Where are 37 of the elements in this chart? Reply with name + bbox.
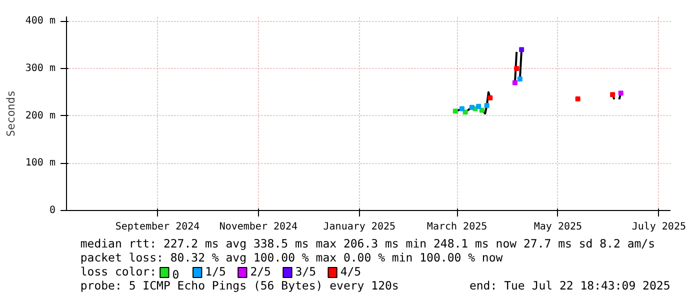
- y-axis-title: Seconds: [4, 90, 18, 137]
- y-tick-label: 400 m: [25, 16, 56, 27]
- text: end: Tue Jul 22 18:43:09 2025: [469, 278, 670, 292]
- x-tick-label: September 2024: [115, 222, 200, 232]
- point: [517, 76, 522, 82]
- x-tick-label: July 2025: [632, 222, 686, 232]
- point: [484, 102, 490, 108]
- x-tick-label: November 2024: [219, 222, 298, 232]
- y-tick-label: 0: [49, 205, 56, 216]
- y-tick-label: 200 m: [25, 110, 56, 122]
- point: [610, 92, 616, 98]
- legend-label: 1/5: [205, 264, 226, 278]
- y-tick-label: 100 m: [25, 158, 56, 169]
- text: median rtt: 227.2 ms avg 338.5 ms max 206.3 ms min 248.1 ms now 27.7 ms sd 8.2 am/s: [80, 236, 656, 250]
- point: [512, 80, 518, 86]
- text: packet loss: 80.32 % avg 100.00 % max 0.00 % min 100.00 % now: [80, 250, 503, 264]
- legend-label: 3/5: [295, 264, 316, 278]
- legend-label: 4/5: [340, 264, 362, 278]
- point: [618, 90, 624, 96]
- point: [476, 104, 482, 109]
- point: [514, 66, 520, 72]
- point: [575, 96, 580, 102]
- point: [459, 106, 464, 112]
- point: [519, 47, 524, 52]
- x-tick-label: May 2025: [534, 222, 582, 232]
- point: [469, 104, 474, 110]
- legend-label: 0: [172, 268, 180, 282]
- point: [452, 108, 458, 114]
- x-tick-label: January 2025: [323, 222, 396, 232]
- text: probe: 5 ICMP Echo Pings (56 Bytes) every 120s: [80, 278, 399, 292]
- y-tick-label: 300 m: [25, 63, 56, 74]
- point: [462, 110, 468, 115]
- point: [488, 95, 493, 100]
- point: [479, 108, 484, 113]
- legend-label: 2/5: [250, 264, 271, 278]
- x-tick-label: March 2025: [426, 222, 488, 232]
- legend-title: loss color:: [80, 264, 157, 278]
